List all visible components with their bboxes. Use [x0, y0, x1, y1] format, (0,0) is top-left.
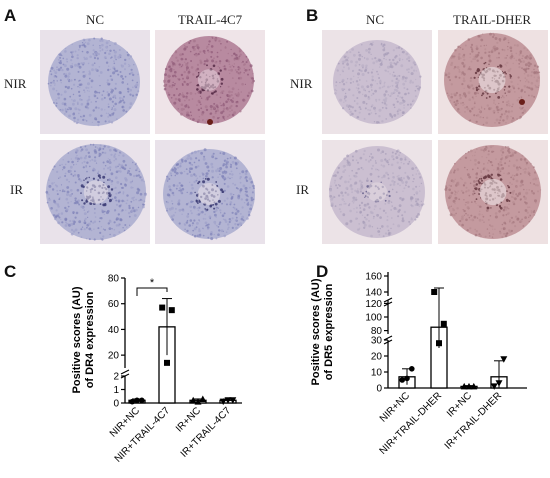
y-axis-label: Positive scores (AU) of DR5 expression	[310, 278, 335, 385]
y-tick-label: 0	[113, 399, 119, 410]
data-point	[168, 307, 175, 314]
y-axis-label-line: Positive scores (AU)	[71, 286, 83, 393]
data-point	[500, 356, 508, 363]
data-point	[440, 320, 447, 327]
y-tick-label: 100	[365, 313, 382, 324]
data-point	[194, 398, 202, 405]
significance-label: *	[150, 277, 155, 289]
data-point	[219, 398, 227, 406]
axis-break-mark	[120, 369, 130, 375]
data-point	[189, 396, 197, 404]
b-row-label-nir: NIR	[290, 76, 313, 91]
significance-bracket	[136, 287, 168, 296]
data-point	[134, 397, 140, 404]
y-tick-label: 0	[376, 384, 382, 395]
data-point	[404, 375, 410, 382]
panel-letter-a: A	[4, 6, 17, 25]
spheroid-image	[322, 140, 432, 244]
spheroid-image	[438, 140, 548, 244]
data-point	[465, 382, 473, 390]
y-tick-label: 2	[113, 372, 119, 383]
data-point	[436, 340, 442, 347]
y-axis-label-line: of DR4 expression	[84, 291, 96, 388]
data-point	[495, 380, 503, 387]
y-axis-label-line: of DR5 expression	[323, 283, 335, 380]
micrograph-b-ir-nc	[322, 140, 432, 244]
panel-letter-b: B	[306, 6, 319, 25]
micrograph-b-nir-nc	[322, 30, 432, 134]
axis-break-mark	[383, 339, 393, 345]
axis-break-mark	[383, 335, 393, 341]
data-point	[224, 397, 232, 404]
spheroid-image	[322, 30, 432, 134]
chart-dr4-svg: 0 1 2 20 40 60 80 Positive scores (AU) of DR4 ex…	[71, 274, 242, 465]
y-tick-label: 160	[365, 272, 382, 283]
data-point	[431, 289, 438, 295]
data-point	[460, 382, 468, 390]
panel-letter-c: C	[4, 262, 17, 281]
micrograph-a-nir-nc	[40, 30, 150, 134]
panel-letter-d: D	[316, 262, 329, 281]
spheroid-image	[155, 140, 265, 244]
micrograph-a-ir-nc	[40, 140, 150, 244]
a-row-label-nir: NIR	[4, 76, 27, 91]
micrograph-b-ir-trail	[438, 140, 548, 244]
data-point	[229, 397, 237, 404]
data-point	[139, 397, 145, 404]
data-point	[164, 359, 170, 366]
x-tick-label: NIR+TRAIL-4C7	[113, 405, 173, 465]
x-tick-label: IR+NC	[174, 405, 203, 434]
x-tick-label: IR+TRAIL-DHER	[443, 390, 504, 451]
data-point	[470, 382, 478, 390]
chart-dr5: 0 10 20 30 80 100 120 140 160 Positive scores (AU…	[275, 258, 550, 478]
spheroid-image	[40, 140, 150, 244]
micrograph-a-ir-trail	[155, 140, 265, 244]
a-row-label-ir: IR	[10, 182, 23, 197]
y-tick-label: 20	[108, 351, 120, 362]
b-row-label-ir: IR	[296, 182, 309, 197]
y-tick-label: 80	[108, 274, 120, 285]
a-col-label-trail: TRAIL-4C7	[177, 12, 243, 27]
b-col-label-nc: NC	[365, 12, 385, 27]
micrograph-a-nir-trail	[155, 30, 265, 134]
chart-dr4: 0 1 2 20 40 60 80 Positive scores (AU) of DR4 ex…	[0, 258, 275, 478]
y-tick-label: 1	[113, 385, 119, 396]
spheroid-image	[438, 30, 548, 134]
y-tick-label: 30	[371, 336, 383, 347]
y-tick-label: 40	[108, 325, 120, 336]
data-point	[399, 377, 405, 383]
y-axis-label-line: Positive scores (AU)	[310, 278, 322, 385]
x-tick-label: IR+NC	[445, 390, 474, 419]
data-point	[409, 366, 415, 372]
y-tick-label: 120	[365, 299, 382, 310]
y-tick-label: 10	[371, 368, 383, 379]
y-tick-label: 60	[108, 299, 120, 310]
a-col-label-nc: NC	[85, 12, 105, 27]
micrograph-b-nir-trail	[438, 30, 548, 134]
y-axis-label: Positive scores (AU) of DR4 expression	[71, 286, 96, 393]
spheroid-image	[40, 30, 150, 134]
spheroid-image	[155, 30, 265, 134]
y-tick-label: 80	[371, 326, 383, 337]
data-point	[129, 398, 135, 405]
data-point	[490, 383, 498, 390]
b-col-label-trail: TRAIL-DHER	[453, 12, 531, 27]
y-tick-label: 140	[365, 288, 382, 299]
data-point	[199, 395, 207, 402]
axis-break-mark	[383, 297, 393, 303]
data-point	[159, 304, 166, 311]
x-tick-label: NIR+TRAIL-DHER	[378, 390, 445, 457]
y-tick-label: 20	[371, 352, 383, 363]
